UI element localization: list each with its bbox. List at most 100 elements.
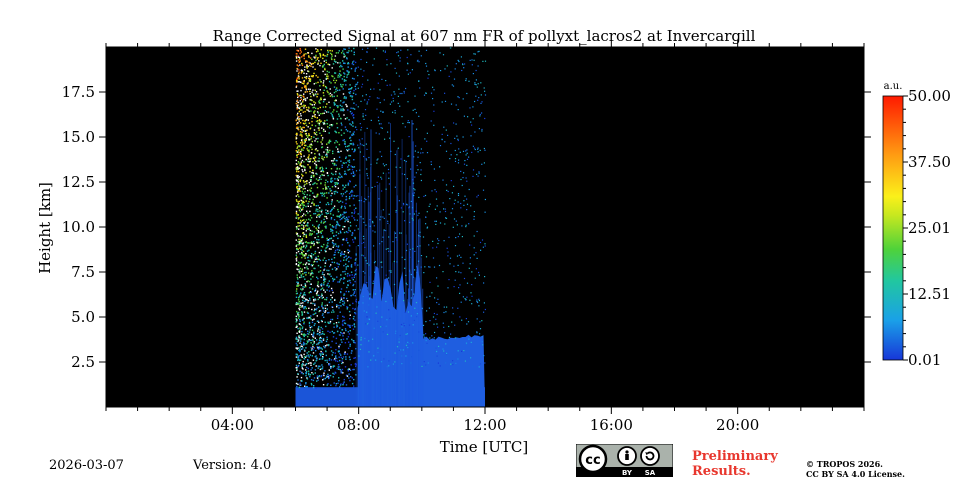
signal-speckle xyxy=(333,243,335,245)
signal-speckle xyxy=(477,147,479,149)
signal-speckle xyxy=(329,322,331,324)
signal-speckle xyxy=(449,257,452,259)
signal-speckle xyxy=(296,368,298,370)
signal-speckle xyxy=(361,254,363,256)
signal-speckle xyxy=(466,149,468,151)
signal-speckle xyxy=(295,364,298,367)
signal-speckle xyxy=(327,126,329,128)
signal-speckle xyxy=(342,335,344,337)
signal-speckle xyxy=(317,50,319,52)
signal-speckle xyxy=(345,96,347,99)
signal-speckle xyxy=(309,166,311,168)
signal-speckle xyxy=(367,79,369,81)
signal-speckle xyxy=(471,124,473,126)
signal-speckle xyxy=(346,286,348,289)
signal-speckle xyxy=(335,337,338,340)
signal-speckle xyxy=(331,229,333,231)
signal-speckle xyxy=(322,236,324,238)
signal-speckle xyxy=(306,60,308,62)
signal-speckle xyxy=(353,341,355,344)
signal-speckle xyxy=(298,307,300,310)
signal-speckle xyxy=(328,192,330,194)
signal-speckle xyxy=(309,160,311,163)
signal-speckle xyxy=(299,81,301,83)
signal-speckle xyxy=(320,192,322,194)
signal-speckle xyxy=(344,207,346,209)
signal-speckle xyxy=(313,243,315,245)
signal-speckle xyxy=(403,300,405,302)
signal-speckle xyxy=(351,191,354,193)
signal-speckle xyxy=(444,208,446,210)
signal-speckle xyxy=(310,75,313,77)
signal-speckle xyxy=(297,214,299,216)
signal-speckle xyxy=(319,330,321,332)
signal-speckle xyxy=(307,370,310,372)
signal-speckle xyxy=(474,53,476,55)
signal-speckle xyxy=(331,75,333,77)
signal-speckle xyxy=(328,290,331,292)
signal-speckle xyxy=(354,264,356,266)
signal-speckle xyxy=(308,227,310,230)
signal-speckle xyxy=(416,316,418,318)
signal-speckle xyxy=(305,144,307,147)
signal-speckle xyxy=(340,339,342,341)
signal-speckle xyxy=(413,188,415,190)
signal-speckle xyxy=(297,327,299,330)
signal-speckle xyxy=(308,64,311,67)
signal-speckle xyxy=(339,89,341,91)
signal-speckle xyxy=(343,381,345,383)
signal-speckle xyxy=(313,300,315,302)
signal-speckle xyxy=(300,333,303,335)
copyright-notice: © TROPOS 2026. CC BY SA 4.0 License. xyxy=(806,459,905,479)
signal-speckle xyxy=(304,263,307,265)
signal-speckle xyxy=(315,48,317,50)
signal-speckle xyxy=(334,356,337,358)
signal-speckle xyxy=(346,70,348,72)
signal-speckle xyxy=(301,305,304,307)
signal-speckle xyxy=(295,127,298,129)
signal-speckle xyxy=(323,221,325,223)
signal-speckle xyxy=(423,361,425,363)
signal-speckle xyxy=(324,370,326,372)
signal-speckle xyxy=(338,377,340,379)
signal-speckle xyxy=(342,253,344,255)
signal-speckle xyxy=(336,200,339,202)
signal-speckle xyxy=(304,110,306,113)
signal-speckle xyxy=(308,139,311,141)
signal-speckle xyxy=(475,79,477,81)
signal-speckle xyxy=(443,350,445,352)
signal-speckle xyxy=(340,150,342,152)
signal-speckle xyxy=(322,159,325,161)
signal-speckle xyxy=(317,367,319,369)
signal-speckle xyxy=(299,100,301,102)
signal-speckle xyxy=(429,337,431,339)
signal-speckle xyxy=(295,206,298,208)
signal-speckle xyxy=(396,239,398,241)
signal-speckle xyxy=(337,246,339,248)
signal-speckle xyxy=(315,309,317,311)
signal-speckle xyxy=(341,166,343,168)
signal-speckle xyxy=(336,268,338,270)
signal-speckle xyxy=(322,222,325,224)
signal-speckle xyxy=(345,156,347,158)
signal-speckle xyxy=(317,208,319,211)
signal-speckle xyxy=(481,128,483,131)
signal-speckle xyxy=(324,55,326,57)
signal-speckle xyxy=(332,239,334,242)
signal-speckle xyxy=(381,78,383,80)
signal-speckle xyxy=(308,151,310,153)
signal-speckle xyxy=(301,87,303,89)
signal-speckle xyxy=(315,205,317,207)
signal-speckle xyxy=(327,186,330,188)
signal-speckle xyxy=(299,342,301,344)
signal-speckle xyxy=(324,225,326,228)
signal-speckle xyxy=(415,210,417,212)
signal-speckle xyxy=(342,315,344,318)
signal-speckle xyxy=(343,114,345,116)
signal-speckle xyxy=(337,215,339,218)
signal-speckle xyxy=(318,334,321,336)
signal-speckle xyxy=(320,134,323,137)
signal-speckle xyxy=(323,333,325,335)
signal-speckle xyxy=(320,249,322,252)
signal-speckle xyxy=(409,213,411,215)
